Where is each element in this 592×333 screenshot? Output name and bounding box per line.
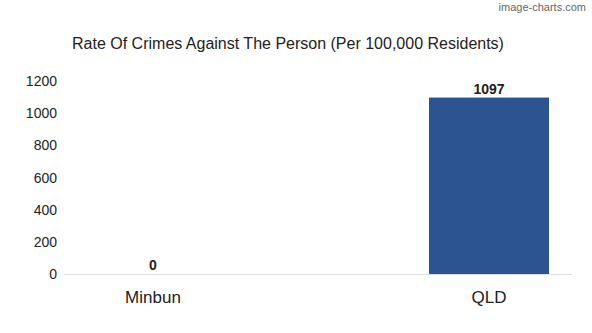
x-tick-label: Minbun (125, 288, 181, 307)
y-tick-label: 400 (34, 202, 58, 218)
y-tick-label: 600 (34, 170, 58, 186)
y-tick-label: 800 (34, 137, 58, 153)
data-label: 1097 (473, 81, 504, 97)
chart-title: Rate Of Crimes Against The Person (Per 1… (72, 35, 504, 52)
bars (429, 98, 549, 274)
bar (429, 98, 549, 274)
y-tick-label: 1200 (26, 73, 57, 89)
x-axis-line (64, 274, 572, 275)
y-tick-label: 200 (34, 234, 58, 250)
bar (93, 274, 213, 275)
x-tick-label: QLD (472, 288, 507, 307)
data-label: 0 (149, 257, 157, 273)
chart-svg: image-charts.com Rate Of Crimes Against T… (0, 0, 592, 333)
y-tick-label: 0 (49, 266, 57, 282)
watermark: image-charts.com (499, 1, 586, 13)
chart-container: image-charts.com Rate Of Crimes Against T… (0, 0, 592, 333)
y-tick-label: 1000 (26, 105, 57, 121)
